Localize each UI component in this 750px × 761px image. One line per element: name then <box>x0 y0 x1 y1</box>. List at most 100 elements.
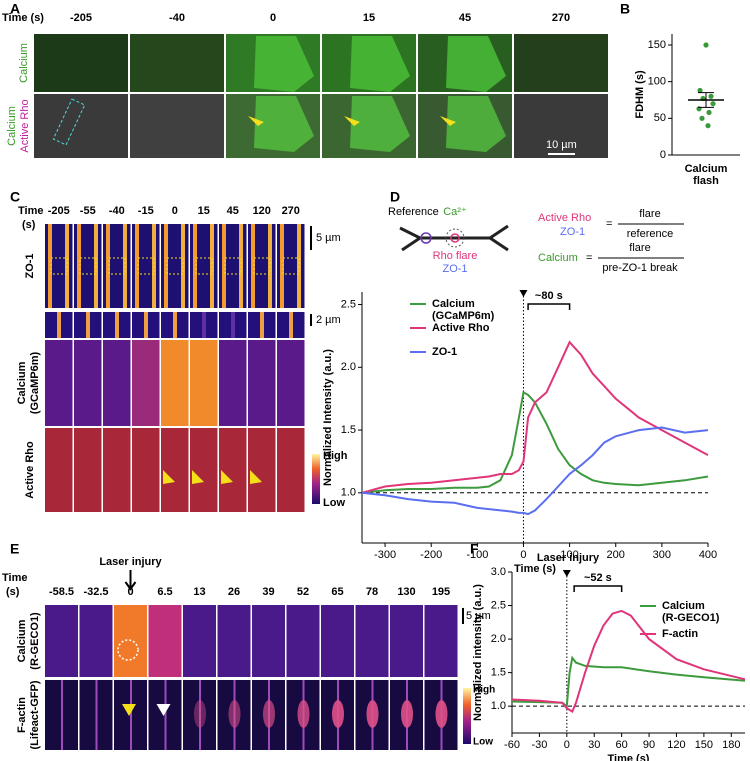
roi <box>282 257 300 275</box>
image-tile <box>74 428 102 512</box>
event-marker <box>519 290 528 297</box>
time-label: (s) <box>6 586 20 598</box>
cell <box>350 36 410 92</box>
line: flash <box>693 175 719 187</box>
line: Calcium <box>432 298 475 310</box>
time-value: 195 <box>432 586 450 598</box>
actin-spot <box>228 700 241 728</box>
y-tick-label: 100 <box>648 76 666 88</box>
time-value: 39 <box>262 586 274 598</box>
cell <box>254 36 314 92</box>
arrowhead <box>248 116 264 126</box>
actin-spot <box>263 700 275 728</box>
x-tick-label: 100 <box>560 549 578 561</box>
series-line <box>511 655 746 709</box>
image-tile <box>248 428 276 512</box>
scale-label: 2 µm <box>316 314 341 326</box>
x-tick-label: 400 <box>699 549 717 561</box>
time-value: 45 <box>227 205 239 217</box>
equation: Active Rho <box>538 212 591 224</box>
image-tile <box>103 428 131 512</box>
y-tick-label: 1.5 <box>341 424 356 436</box>
time-value: 26 <box>228 586 240 598</box>
x-tick-label: 150 <box>695 739 713 751</box>
arrowhead <box>156 704 171 716</box>
image-tile <box>79 605 113 677</box>
colorbar-label: Low <box>473 737 493 748</box>
roi <box>117 639 139 661</box>
junction <box>202 312 206 338</box>
row-label: Active Rho <box>19 99 31 152</box>
data-point <box>705 123 711 129</box>
line: (R-GECO1) <box>662 612 720 624</box>
y-tick-label: 2.0 <box>491 633 506 645</box>
junction <box>144 312 148 338</box>
panel-label: F <box>470 541 479 557</box>
y-tick-label: 150 <box>648 39 666 51</box>
time-value: -58.5 <box>49 586 74 598</box>
y-tick-label: 1.5 <box>491 667 506 679</box>
actin-spot <box>194 700 206 728</box>
line: Calcium <box>16 361 28 404</box>
data-point <box>708 93 714 99</box>
scale-label: 5 µm <box>466 610 491 622</box>
roi <box>253 257 271 275</box>
data-point <box>706 109 712 116</box>
line: Calcium <box>662 600 705 612</box>
junction <box>95 680 98 750</box>
roi <box>224 257 242 275</box>
data-point <box>697 87 703 94</box>
cell <box>254 96 314 152</box>
image-tile <box>514 94 608 158</box>
x-tick-label: -300 <box>374 549 396 561</box>
time-label: Time <box>18 205 43 217</box>
time-value: 0 <box>172 205 178 217</box>
diagram-label: ZO-1 <box>442 263 467 275</box>
time-value: 130 <box>397 586 415 598</box>
bracket <box>527 303 571 310</box>
image-tile <box>148 605 182 677</box>
annotation: Laser injury <box>99 556 162 568</box>
image-tile <box>390 605 423 677</box>
time-value: -15 <box>138 205 154 217</box>
y-tick-label: 0 <box>660 149 666 161</box>
image-tile <box>45 605 78 677</box>
time-value: -40 <box>109 205 125 217</box>
colorbar-label: High <box>473 685 495 696</box>
x-tick-label: 90 <box>643 739 655 751</box>
y-tick-label: 2.5 <box>341 298 356 310</box>
data-point <box>699 115 705 121</box>
line: Calcium <box>685 163 728 175</box>
roi <box>195 257 213 275</box>
junction <box>106 224 110 308</box>
line: (R-GECO1) <box>29 612 41 670</box>
actin-spot <box>401 700 413 728</box>
x-tick-label: 0 <box>520 549 526 561</box>
annotation: Laser injury <box>537 552 600 564</box>
equation: Calcium <box>538 252 578 264</box>
junction-diagram <box>399 224 509 252</box>
y-tick-label: 2.5 <box>491 599 506 611</box>
line: (Lifeact-GFP) <box>29 680 41 749</box>
image-tile <box>161 428 189 512</box>
line: (GCaMP6m) <box>432 310 495 322</box>
time-value: -205 <box>48 205 70 217</box>
junction <box>260 312 264 338</box>
data-point <box>710 101 716 107</box>
image-tile <box>132 340 160 426</box>
row-label: Calcium(R-GECO1) <box>16 612 41 670</box>
colorbar <box>463 688 471 744</box>
arrowhead <box>221 470 233 484</box>
arrowhead <box>250 470 262 484</box>
roi <box>52 98 86 146</box>
image-tile <box>219 340 247 426</box>
image-tile <box>45 340 73 426</box>
roi <box>420 232 432 244</box>
line: Calcium <box>16 619 28 662</box>
series-line <box>361 426 709 516</box>
scale-label: 5 µm <box>316 232 341 244</box>
image-tile <box>34 34 128 92</box>
y-axis-label: FDHM (s) <box>634 70 646 119</box>
line: (GCaMP6m) <box>29 351 41 414</box>
roi <box>445 228 465 248</box>
